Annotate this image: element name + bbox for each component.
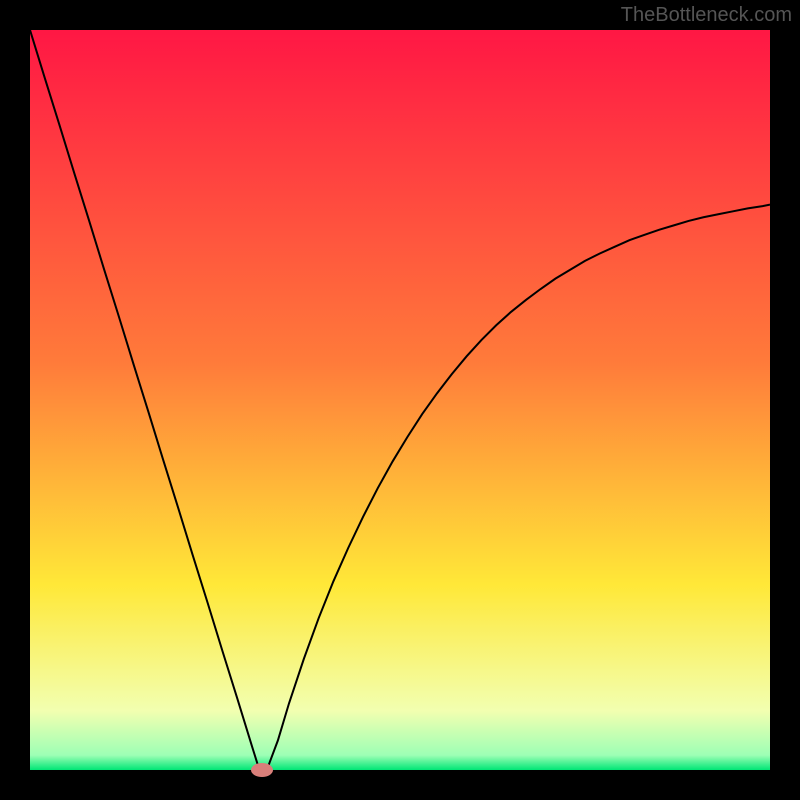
watermark-text: TheBottleneck.com: [621, 4, 792, 27]
chart-plot-area: [30, 30, 770, 770]
curve-path: [30, 30, 770, 770]
curve-line: [30, 30, 770, 770]
minimum-marker: [251, 763, 273, 777]
